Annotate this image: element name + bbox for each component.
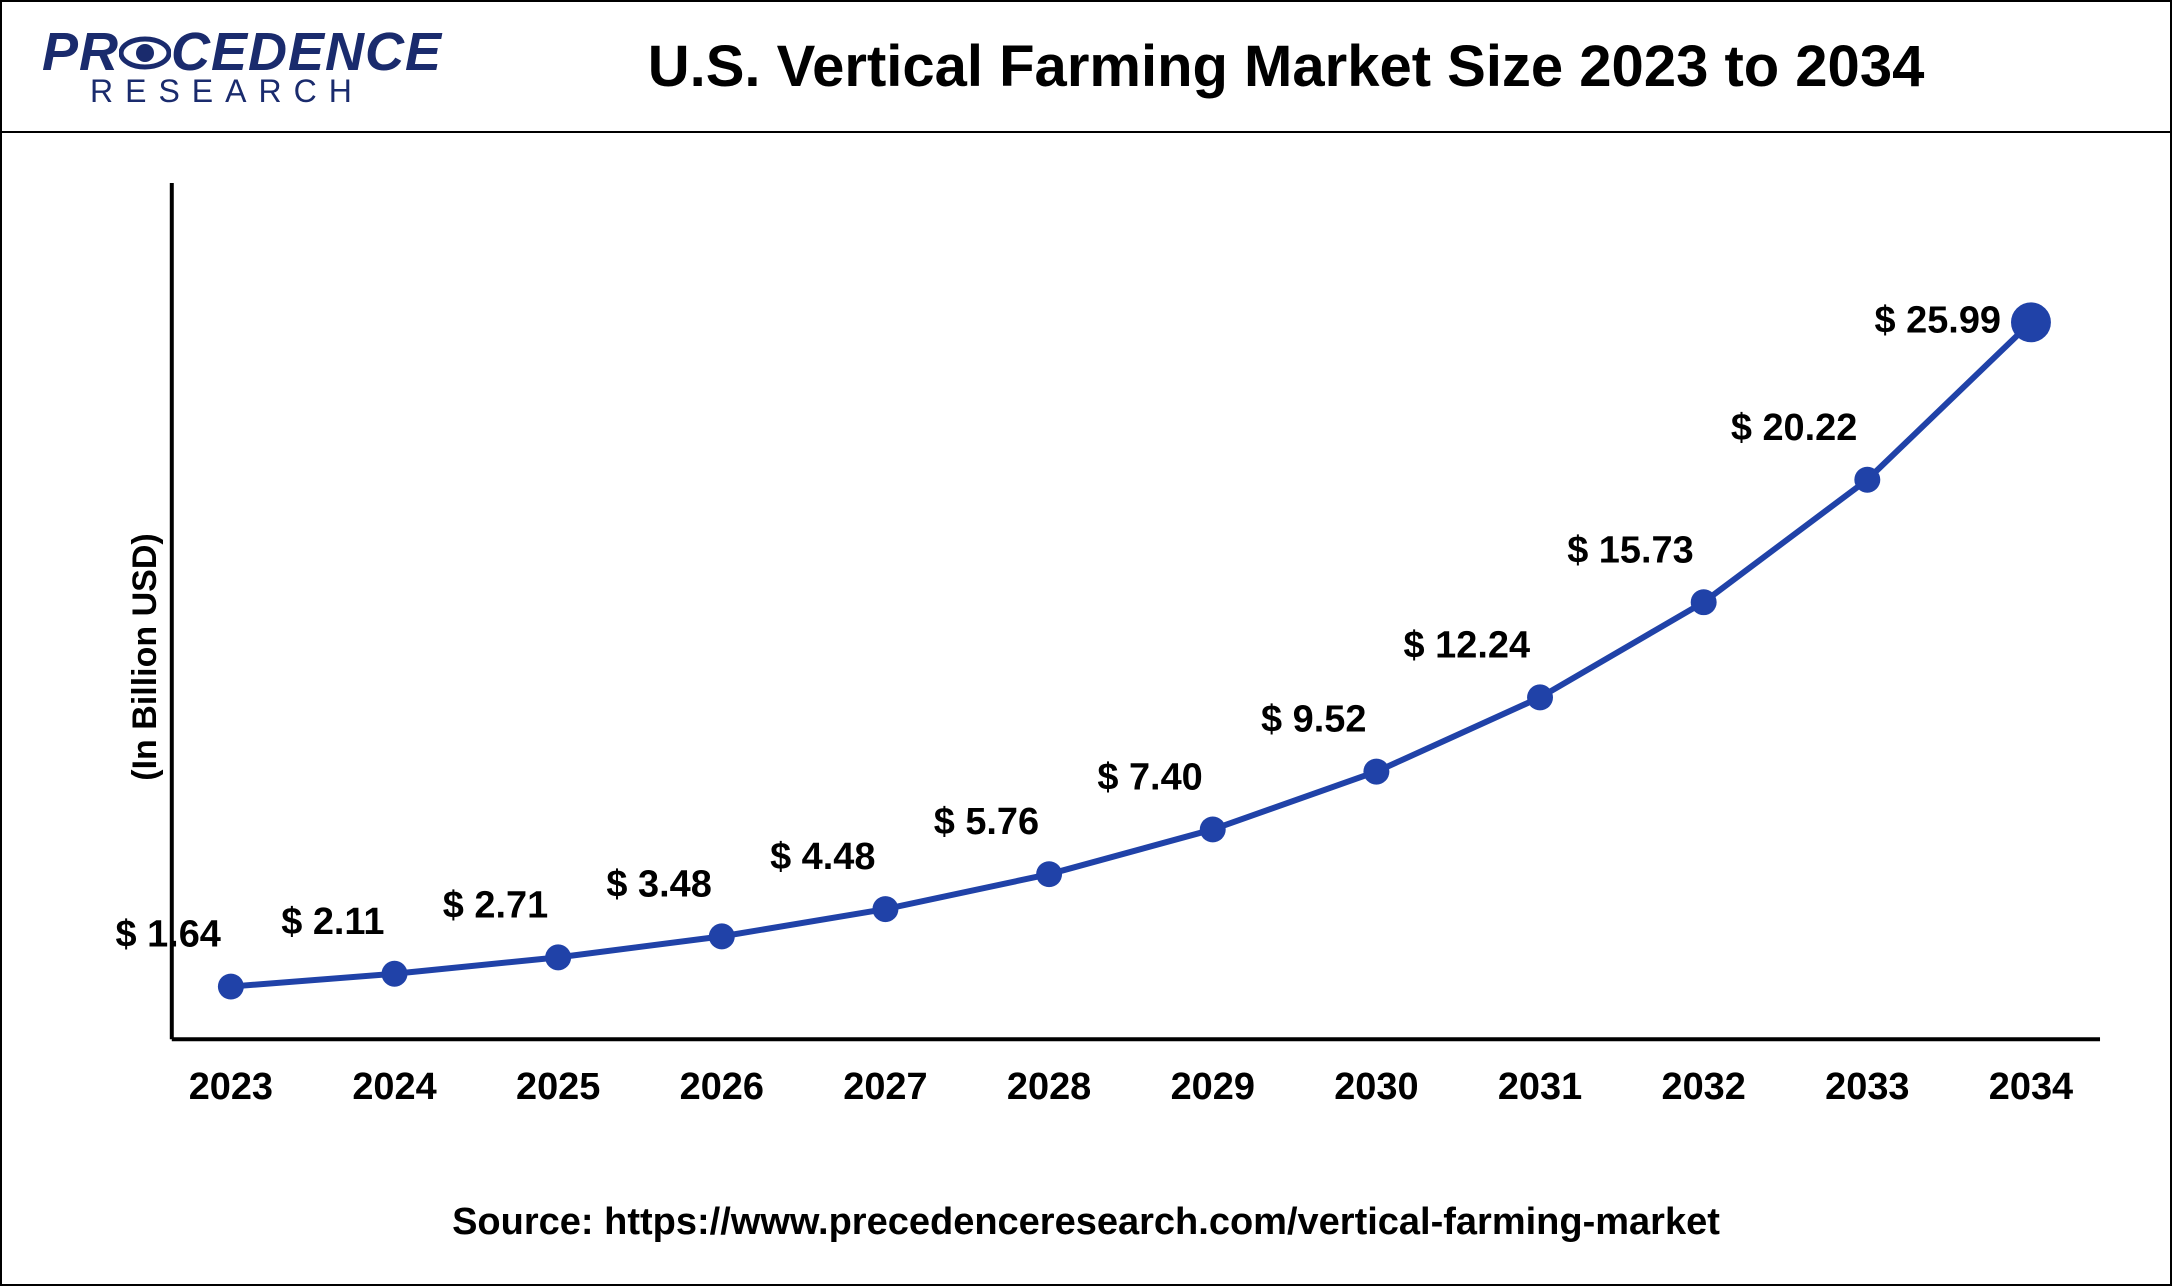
logo-bottom-text: RESEARCH: [90, 75, 442, 107]
svg-text:$ 5.76: $ 5.76: [934, 801, 1039, 843]
svg-text:$ 1.64: $ 1.64: [115, 914, 220, 956]
svg-text:$ 20.22: $ 20.22: [1731, 407, 1857, 449]
logo-top-text: PRCEDENCE: [42, 25, 442, 79]
source-url: https://www.precedenceresearch.com/verti…: [604, 1201, 1720, 1243]
svg-text:$ 3.48: $ 3.48: [606, 863, 711, 905]
svg-text:2034: 2034: [1989, 1066, 2073, 1108]
eye-icon: [119, 34, 171, 72]
svg-text:2028: 2028: [1007, 1066, 1091, 1108]
svg-text:2026: 2026: [680, 1066, 764, 1108]
svg-text:2032: 2032: [1662, 1066, 1746, 1108]
logo-p: P: [42, 22, 79, 82]
svg-text:2030: 2030: [1334, 1066, 1418, 1108]
svg-text:$ 15.73: $ 15.73: [1567, 529, 1693, 571]
y-axis-label: (In Billion USD): [126, 533, 165, 780]
svg-text:2031: 2031: [1498, 1066, 1582, 1108]
line-chart: $ 1.64 2023 $ 2.11 2024 $ 2.71 2025 $ 3.48 2026…: [62, 173, 2110, 1151]
svg-text:$ 7.40: $ 7.40: [1097, 756, 1202, 798]
svg-text:$ 4.48: $ 4.48: [770, 836, 875, 878]
chart-plot-region: (In Billion USD) $ 1.64 2023 $ 2.11 2024 $ 2…: [2, 133, 2170, 1181]
svg-text:2023: 2023: [189, 1066, 273, 1108]
svg-text:$ 2.11: $ 2.11: [281, 901, 384, 943]
svg-text:$ 9.52: $ 9.52: [1261, 699, 1366, 741]
brand-logo: PRCEDENCE RESEARCH: [42, 25, 442, 107]
svg-text:$ 12.24: $ 12.24: [1404, 624, 1530, 666]
svg-text:2029: 2029: [1171, 1066, 1255, 1108]
svg-text:2024: 2024: [352, 1066, 436, 1108]
svg-text:$ 2.71: $ 2.71: [443, 884, 548, 926]
svg-text:2027: 2027: [843, 1066, 927, 1108]
source-citation: Source: https://www.precedenceresearch.c…: [2, 1181, 2170, 1284]
chart-container: PRCEDENCE RESEARCH U.S. Vertical Farming…: [0, 0, 2172, 1286]
svg-text:2025: 2025: [516, 1066, 600, 1108]
chart-title: U.S. Vertical Farming Market Size 2023 t…: [442, 33, 2130, 100]
header: PRCEDENCE RESEARCH U.S. Vertical Farming…: [2, 2, 2170, 133]
source-prefix: Source:: [452, 1201, 604, 1243]
svg-text:2033: 2033: [1825, 1066, 1909, 1108]
svg-text:$ 25.99: $ 25.99: [1875, 299, 2001, 341]
